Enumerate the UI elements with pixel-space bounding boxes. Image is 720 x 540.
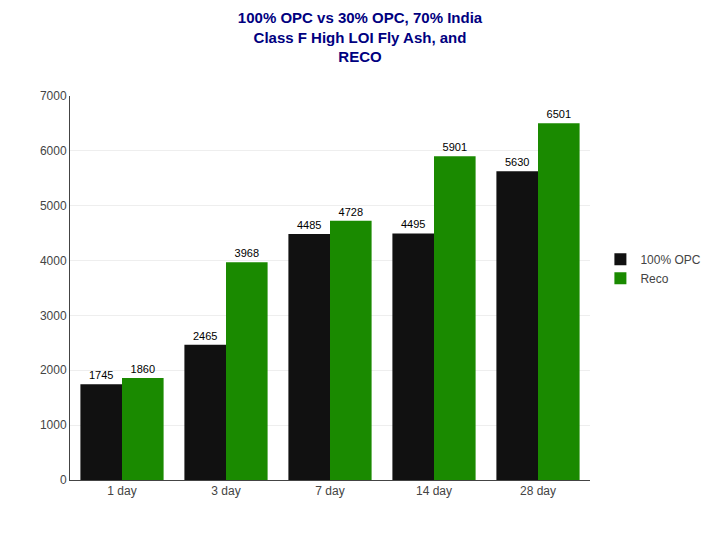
svg-text:1860: 1860	[131, 363, 155, 375]
svg-text:6501: 6501	[547, 108, 571, 120]
svg-text:14 day: 14 day	[416, 484, 452, 498]
svg-text:2465: 2465	[193, 330, 217, 342]
svg-text:3 day: 3 day	[211, 484, 240, 498]
svg-text:4485: 4485	[297, 219, 321, 231]
svg-text:6000: 6000	[40, 144, 67, 158]
svg-text:7000: 7000	[40, 89, 67, 103]
svg-text:100% OPC: 100% OPC	[640, 253, 700, 267]
svg-text:0: 0	[60, 473, 67, 487]
svg-text:1 day: 1 day	[107, 484, 136, 498]
svg-text:100% OPC vs 30% OPC, 70% India: 100% OPC vs 30% OPC, 70% IndiaClass F Hi…	[238, 9, 483, 65]
svg-text:4728: 4728	[339, 206, 363, 218]
svg-text:2000: 2000	[40, 363, 67, 377]
svg-text:3968: 3968	[235, 247, 259, 259]
svg-text:28 day: 28 day	[520, 484, 556, 498]
svg-text:Reco: Reco	[640, 272, 668, 286]
svg-text:1000: 1000	[40, 418, 67, 432]
svg-text:5630: 5630	[505, 156, 529, 168]
svg-text:7 day: 7 day	[315, 484, 344, 498]
svg-text:4495: 4495	[401, 218, 425, 230]
svg-text:3000: 3000	[40, 309, 67, 323]
svg-text:1745: 1745	[89, 369, 113, 381]
svg-text:5000: 5000	[40, 199, 67, 213]
svg-text:4000: 4000	[40, 254, 67, 268]
svg-text:5901: 5901	[443, 141, 467, 153]
